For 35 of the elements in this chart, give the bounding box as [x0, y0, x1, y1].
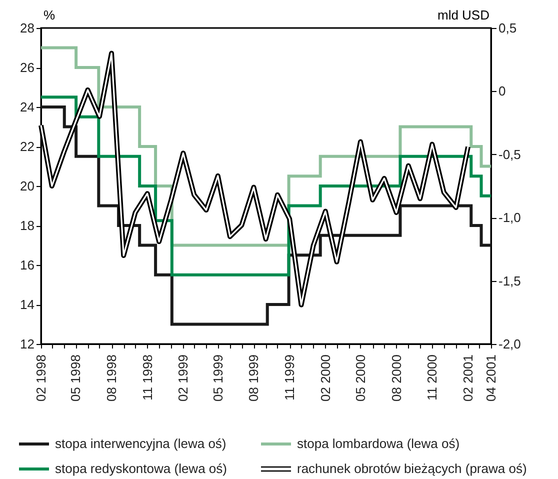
x-tick-label: 02 1998 — [34, 354, 48, 402]
y-tick-label: 28 — [20, 20, 34, 36]
y-tick-label: 12 — [20, 336, 34, 352]
x-tick-label: 04 2001 — [484, 354, 498, 402]
y-tick-label: 22 — [20, 139, 34, 154]
legend-label: stopa interwencyjna (lewa oś) — [55, 436, 226, 451]
x-tick-label: 05 1999 — [210, 354, 226, 402]
x-tick-label: 08 1998 — [104, 354, 120, 402]
x-tick-label: 02 2000 — [318, 354, 333, 402]
y-tick-label: 18 — [20, 218, 34, 233]
x-tick-label: 02 2001 — [460, 354, 476, 402]
x-tick-label: 11 1998 — [140, 354, 155, 401]
y-tick-label: 26 — [20, 60, 34, 75]
y2-tick-label: -1,0 — [498, 210, 521, 226]
y-tick-label: 14 — [20, 297, 34, 312]
x-tick-label: 11 1999 — [282, 354, 298, 401]
y2-tick-label: 0 — [498, 84, 506, 99]
y-tick-label: 20 — [20, 178, 34, 194]
y2-axis-title: mld USD — [437, 8, 490, 22]
y-tick-label: 16 — [20, 258, 34, 272]
y2-tick-label: -0,5 — [498, 146, 521, 162]
x-tick-label: 02 1999 — [176, 354, 191, 402]
x-tick-label: 05 1998 — [68, 354, 84, 402]
y-tick-label: 24 — [20, 100, 34, 114]
x-tick-label: 08 1999 — [246, 354, 262, 402]
y2-tick-label: 0,5 — [498, 20, 517, 36]
legend-label: stopa redyskontowa (lewa oś) — [55, 461, 227, 476]
x-tick-label: 08 2000 — [388, 354, 404, 402]
x-tick-label: 11 2000 — [424, 354, 440, 401]
y2-tick-label: -2,0 — [498, 336, 521, 352]
legend-label: rachunek obrotów bieżących (prawa oś) — [297, 461, 527, 476]
x-tick-label: 05 2000 — [352, 354, 368, 402]
y-axis-title: % — [44, 8, 56, 22]
y2-tick-label: -1,5 — [498, 273, 521, 288]
legend-label: stopa lombardowa (lewa oś) — [297, 436, 460, 451]
